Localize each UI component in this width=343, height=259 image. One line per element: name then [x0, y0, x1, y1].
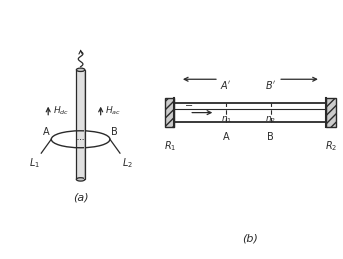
Text: $L_1$: $L_1$ — [29, 156, 40, 170]
Text: B: B — [268, 132, 274, 142]
Ellipse shape — [76, 178, 85, 181]
Text: $H_{ac}$: $H_{ac}$ — [105, 104, 121, 117]
Text: A: A — [43, 127, 50, 137]
Text: $A'$: $A'$ — [221, 79, 232, 91]
Text: $n_1$: $n_1$ — [221, 115, 232, 126]
Text: $R_1$: $R_1$ — [164, 139, 176, 153]
Text: $B'$: $B'$ — [265, 79, 276, 91]
Polygon shape — [76, 70, 85, 179]
Ellipse shape — [76, 68, 85, 71]
Text: $H_{dc}$: $H_{dc}$ — [53, 104, 69, 117]
Text: $-$: $-$ — [184, 99, 193, 109]
Text: $R_2$: $R_2$ — [325, 139, 337, 153]
Text: A: A — [223, 132, 229, 142]
Polygon shape — [165, 98, 175, 127]
Text: B: B — [111, 127, 118, 137]
Text: $L_2$: $L_2$ — [121, 156, 132, 170]
Polygon shape — [326, 98, 335, 127]
Text: $n_2$: $n_2$ — [265, 115, 276, 126]
Text: (a): (a) — [73, 192, 88, 203]
Text: (b): (b) — [243, 234, 258, 244]
